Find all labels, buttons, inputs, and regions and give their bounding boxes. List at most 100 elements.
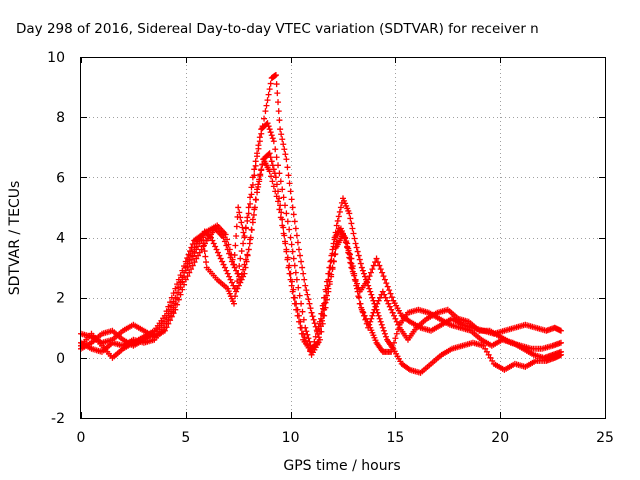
data-point-marker — [224, 236, 231, 243]
data-point-marker — [241, 232, 248, 239]
data-point-marker — [232, 293, 239, 300]
data-point-marker — [370, 262, 377, 269]
data-point-marker — [376, 262, 383, 269]
series-track-3 — [78, 150, 564, 361]
data-point-marker — [206, 233, 213, 240]
data-point-marker — [359, 267, 366, 274]
data-point-marker — [264, 120, 271, 127]
data-point-marker — [200, 243, 207, 250]
data-point-marker — [308, 309, 315, 316]
data-point-marker — [378, 321, 385, 328]
data-point-marker — [377, 266, 384, 273]
y-tick-label: 4 — [56, 231, 65, 247]
data-point-marker — [351, 276, 358, 283]
data-point-marker — [369, 266, 376, 273]
y-tick-label: 8 — [56, 110, 65, 126]
data-point-marker — [177, 272, 184, 279]
data-point-marker — [369, 294, 376, 301]
data-point-marker — [316, 320, 323, 327]
data-point-marker — [333, 222, 340, 229]
data-point-marker — [284, 218, 291, 225]
data-point-marker — [220, 234, 227, 241]
data-point-marker — [240, 273, 247, 280]
data-point-marker — [354, 248, 361, 255]
data-point-marker — [365, 282, 372, 289]
data-point-marker — [234, 278, 241, 285]
data-point-marker — [207, 234, 214, 241]
data-point-marker — [276, 117, 283, 124]
data-point-marker — [252, 162, 259, 169]
data-point-marker — [489, 357, 496, 364]
data-point-marker — [266, 150, 273, 157]
data-point-marker — [386, 303, 393, 310]
data-point-marker — [225, 241, 232, 248]
data-point-marker — [365, 321, 372, 328]
data-point-marker — [349, 225, 356, 232]
data-point-marker — [238, 219, 245, 226]
data-point-marker — [269, 162, 276, 169]
x-tick-label: 5 — [181, 430, 190, 446]
data-point-marker — [249, 181, 256, 188]
data-point-marker — [308, 348, 315, 355]
data-point-marker — [314, 330, 321, 337]
data-point-marker — [372, 303, 379, 310]
data-point-marker — [376, 315, 383, 322]
y-tick-label: 10 — [47, 50, 65, 66]
data-point-marker — [385, 300, 392, 307]
data-point-marker — [382, 333, 389, 340]
data-point-marker — [210, 240, 217, 247]
data-point-marker — [312, 323, 319, 330]
data-point-marker — [337, 204, 344, 211]
data-point-marker — [315, 325, 322, 332]
x-axis-label: GPS time / hours — [283, 458, 400, 474]
data-point-marker — [392, 315, 399, 322]
data-point-marker — [263, 102, 270, 109]
data-point-marker — [277, 178, 284, 185]
data-point-marker — [349, 265, 356, 272]
data-point-marker — [288, 282, 295, 289]
data-point-marker — [295, 246, 302, 253]
data-point-marker — [298, 330, 305, 337]
data-point-marker — [267, 80, 274, 87]
data-point-marker — [279, 216, 286, 223]
data-point-marker — [286, 270, 293, 277]
y-tick-label: -2 — [51, 411, 65, 427]
data-point-marker — [381, 291, 388, 298]
data-point-marker — [369, 312, 376, 319]
data-point-marker — [303, 328, 310, 335]
data-point-marker — [331, 236, 338, 243]
data-point-marker — [188, 244, 195, 251]
data-point-marker — [172, 285, 179, 292]
data-point-marker — [557, 327, 564, 334]
data-point-marker — [287, 276, 294, 283]
data-point-marker — [377, 294, 384, 301]
data-point-marker — [238, 248, 245, 255]
data-point-marker — [209, 237, 216, 244]
data-point-marker — [366, 285, 373, 292]
data-point-marker — [273, 154, 280, 161]
data-point-marker — [268, 132, 275, 139]
data-point-marker — [265, 123, 272, 130]
data-point-marker — [317, 315, 324, 322]
data-point-marker — [285, 172, 292, 179]
data-point-marker — [195, 252, 202, 259]
data-point-marker — [357, 260, 364, 267]
data-point-marker — [213, 246, 220, 253]
data-point-marker — [231, 300, 238, 307]
data-point-marker — [177, 279, 184, 286]
data-point-marker — [305, 296, 312, 303]
data-point-marker — [198, 246, 205, 253]
data-point-marker — [185, 251, 192, 258]
data-point-marker — [253, 196, 260, 203]
data-point-marker — [309, 313, 316, 320]
data-point-marker — [167, 299, 174, 306]
data-point-marker — [327, 264, 334, 271]
data-point-marker — [217, 255, 224, 262]
data-point-marker — [305, 335, 312, 342]
data-point-marker — [381, 276, 388, 283]
data-point-marker — [227, 276, 234, 283]
data-point-marker — [345, 245, 352, 252]
data-point-marker — [306, 300, 313, 307]
data-point-marker — [255, 183, 262, 190]
data-point-marker — [301, 276, 308, 283]
